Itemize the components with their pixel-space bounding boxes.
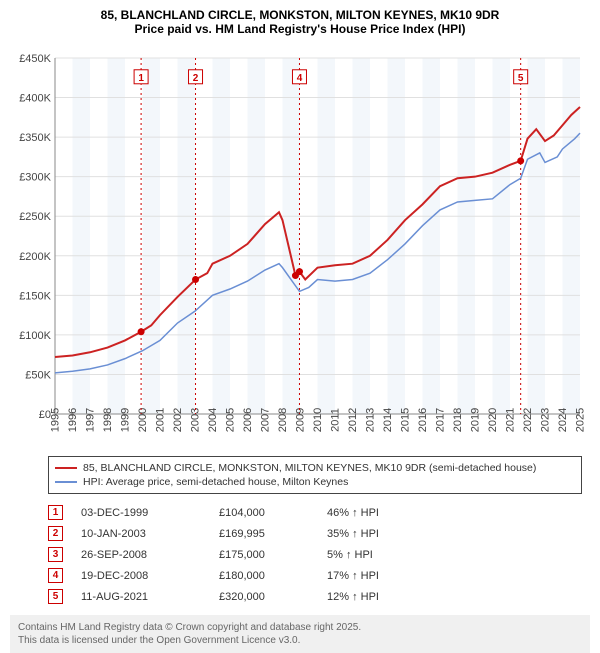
svg-text:£250K: £250K: [19, 211, 51, 223]
svg-text:2017: 2017: [434, 408, 446, 432]
svg-text:5: 5: [518, 73, 524, 84]
svg-text:2007: 2007: [259, 408, 271, 432]
row-marker: 5: [48, 589, 63, 604]
svg-text:2: 2: [193, 73, 199, 84]
row-date: 11-AUG-2021: [81, 591, 201, 603]
transaction-row: 1 03-DEC-1999 £104,000 46% ↑ HPI: [48, 502, 582, 523]
footer-line2: This data is licensed under the Open Gov…: [18, 634, 582, 647]
svg-text:£150K: £150K: [19, 290, 51, 302]
row-pct: 35% ↑ HPI: [327, 528, 417, 540]
row-price: £104,000: [219, 507, 309, 519]
svg-text:1999: 1999: [119, 408, 131, 432]
svg-text:2009: 2009: [294, 408, 306, 432]
svg-text:2024: 2024: [557, 408, 569, 432]
svg-text:2002: 2002: [172, 408, 184, 432]
svg-text:2012: 2012: [347, 408, 359, 432]
svg-text:1998: 1998: [102, 408, 114, 432]
transaction-row: 3 26-SEP-2008 £175,000 5% ↑ HPI: [48, 544, 582, 565]
row-pct: 12% ↑ HPI: [327, 591, 417, 603]
title-address: 85, BLANCHLAND CIRCLE, MONKSTON, MILTON …: [10, 8, 590, 22]
legend-swatch: [55, 481, 77, 483]
row-pct: 5% ↑ HPI: [327, 549, 417, 561]
svg-text:£50K: £50K: [25, 369, 51, 381]
svg-text:2022: 2022: [522, 408, 534, 432]
svg-text:2023: 2023: [539, 408, 551, 432]
legend-item: 85, BLANCHLAND CIRCLE, MONKSTON, MILTON …: [55, 461, 575, 475]
row-pct: 46% ↑ HPI: [327, 507, 417, 519]
svg-text:2015: 2015: [399, 408, 411, 432]
row-date: 26-SEP-2008: [81, 549, 201, 561]
svg-text:£100K: £100K: [19, 330, 51, 342]
svg-text:2016: 2016: [417, 408, 429, 432]
svg-text:2004: 2004: [207, 408, 219, 432]
row-date: 10-JAN-2003: [81, 528, 201, 540]
row-pct: 17% ↑ HPI: [327, 570, 417, 582]
row-marker: 3: [48, 547, 63, 562]
legend-label: HPI: Average price, semi-detached house,…: [83, 476, 348, 488]
svg-text:2025: 2025: [574, 408, 586, 432]
row-price: £180,000: [219, 570, 309, 582]
transactions-table: 1 03-DEC-1999 £104,000 46% ↑ HPI 2 10-JAN-200…: [48, 502, 582, 607]
svg-text:1995: 1995: [49, 408, 61, 432]
svg-text:2021: 2021: [504, 408, 516, 432]
title-subtitle: Price paid vs. HM Land Registry's House …: [10, 22, 590, 36]
chart-svg: £0£50K£100K£150K£200K£250K£300K£350K£400…: [10, 50, 590, 450]
chart-title: 85, BLANCHLAND CIRCLE, MONKSTON, MILTON …: [0, 0, 600, 40]
row-marker: 1: [48, 505, 63, 520]
svg-text:2006: 2006: [242, 408, 254, 432]
legend-swatch: [55, 467, 77, 469]
svg-text:2013: 2013: [364, 408, 376, 432]
svg-text:£300K: £300K: [19, 172, 51, 184]
svg-text:2001: 2001: [154, 408, 166, 432]
transaction-row: 5 11-AUG-2021 £320,000 12% ↑ HPI: [48, 586, 582, 607]
svg-text:2008: 2008: [277, 408, 289, 432]
price-chart: £0£50K£100K£150K£200K£250K£300K£350K£400…: [10, 50, 590, 450]
svg-text:2019: 2019: [469, 408, 481, 432]
svg-text:4: 4: [297, 73, 303, 84]
legend-label: 85, BLANCHLAND CIRCLE, MONKSTON, MILTON …: [83, 462, 536, 474]
legend: 85, BLANCHLAND CIRCLE, MONKSTON, MILTON …: [48, 456, 582, 494]
row-price: £320,000: [219, 591, 309, 603]
svg-text:2005: 2005: [224, 408, 236, 432]
svg-text:2011: 2011: [329, 408, 341, 432]
attribution-footer: Contains HM Land Registry data © Crown c…: [10, 615, 590, 653]
svg-text:2000: 2000: [137, 408, 149, 432]
legend-item: HPI: Average price, semi-detached house,…: [55, 475, 575, 489]
svg-text:2010: 2010: [312, 408, 324, 432]
footer-line1: Contains HM Land Registry data © Crown c…: [18, 621, 582, 634]
row-price: £169,995: [219, 528, 309, 540]
transaction-row: 4 19-DEC-2008 £180,000 17% ↑ HPI: [48, 565, 582, 586]
row-marker: 4: [48, 568, 63, 583]
svg-text:2018: 2018: [452, 408, 464, 432]
svg-text:1: 1: [138, 73, 144, 84]
svg-text:2003: 2003: [189, 408, 201, 432]
row-date: 19-DEC-2008: [81, 570, 201, 582]
svg-text:1996: 1996: [67, 408, 79, 432]
row-marker: 2: [48, 526, 63, 541]
svg-text:£400K: £400K: [19, 93, 51, 105]
transaction-row: 2 10-JAN-2003 £169,995 35% ↑ HPI: [48, 523, 582, 544]
svg-text:£200K: £200K: [19, 251, 51, 263]
svg-text:£350K: £350K: [19, 132, 51, 144]
row-price: £175,000: [219, 549, 309, 561]
svg-text:2020: 2020: [487, 408, 499, 432]
svg-text:£450K: £450K: [19, 53, 51, 65]
row-date: 03-DEC-1999: [81, 507, 201, 519]
svg-text:2014: 2014: [382, 408, 394, 432]
svg-text:1997: 1997: [84, 408, 96, 432]
